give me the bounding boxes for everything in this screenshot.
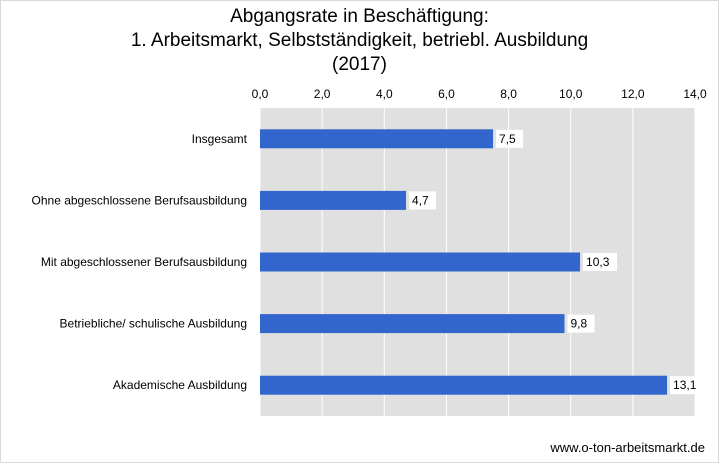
- data-label: 10,3: [586, 255, 610, 269]
- source-footer: www.o-ton-arbeitsmarkt.de: [550, 440, 705, 455]
- data-label-background: [583, 253, 618, 271]
- x-tick-label: 2,0: [314, 87, 331, 101]
- x-axis-ticks: 0,0 2,0 4,0 6,0 8,0 10,0 12,0 14,0: [252, 87, 707, 101]
- chart-title-line-3: (2017): [332, 54, 387, 75]
- category-label: Insgesamt: [192, 132, 248, 146]
- data-label-background: [670, 376, 705, 395]
- x-tick-label: 4,0: [376, 87, 393, 101]
- x-tick-label: 8,0: [500, 87, 517, 101]
- data-label-background: [567, 314, 595, 333]
- data-label: 4,7: [412, 193, 429, 207]
- category-label: Betriebliche/ schulische Ausbildung: [60, 317, 247, 331]
- x-tick-label: 12,0: [621, 87, 645, 101]
- data-label: 9,8: [571, 317, 588, 331]
- data-label-background: [496, 129, 524, 148]
- bar: [260, 314, 565, 334]
- data-labels: 7,5 4,7 10,3 9,8 13,1: [409, 129, 705, 395]
- category-label: Mit abgeschlossener Berufsausbildung: [41, 255, 247, 269]
- data-label: 7,5: [499, 132, 516, 146]
- x-tick-label: 14,0: [683, 87, 707, 101]
- category-label: Ohne abgeschlossene Berufsausbildung: [32, 193, 247, 207]
- category-label: Akademische Ausbildung: [113, 378, 247, 392]
- x-tick-label: 10,0: [559, 87, 583, 101]
- bar: [260, 190, 407, 210]
- chart-title-line-2: 1. Arbeitsmarkt, Selbstständigkeit, betr…: [130, 30, 589, 51]
- x-tick-label: 0,0: [252, 87, 269, 101]
- bars: [260, 129, 668, 395]
- bar: [260, 375, 668, 395]
- bar: [260, 129, 494, 149]
- category-labels: Insgesamt Ohne abgeschlossene Berufsausbi…: [32, 132, 248, 392]
- chart-title-line-1: Abgangsrate in Beschäftigung:: [230, 6, 489, 27]
- data-label-background: [409, 191, 437, 210]
- data-label: 13,1: [673, 378, 697, 392]
- bar: [260, 252, 581, 272]
- x-tick-label: 6,0: [438, 87, 455, 101]
